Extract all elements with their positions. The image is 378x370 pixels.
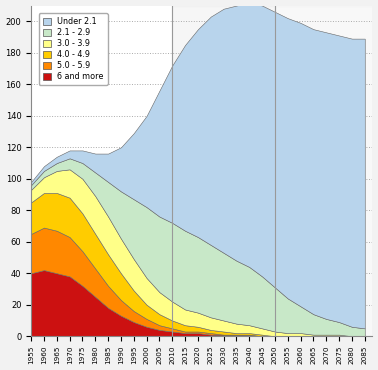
Legend: Under 2.1, 2.1 - 2.9, 3.0 - 3.9, 4.0 - 4.9, 5.0 - 5.9, 6 and more: Under 2.1, 2.1 - 2.9, 3.0 - 3.9, 4.0 - 4… xyxy=(39,13,107,85)
Bar xyxy=(172,6,275,336)
Bar xyxy=(275,6,378,336)
